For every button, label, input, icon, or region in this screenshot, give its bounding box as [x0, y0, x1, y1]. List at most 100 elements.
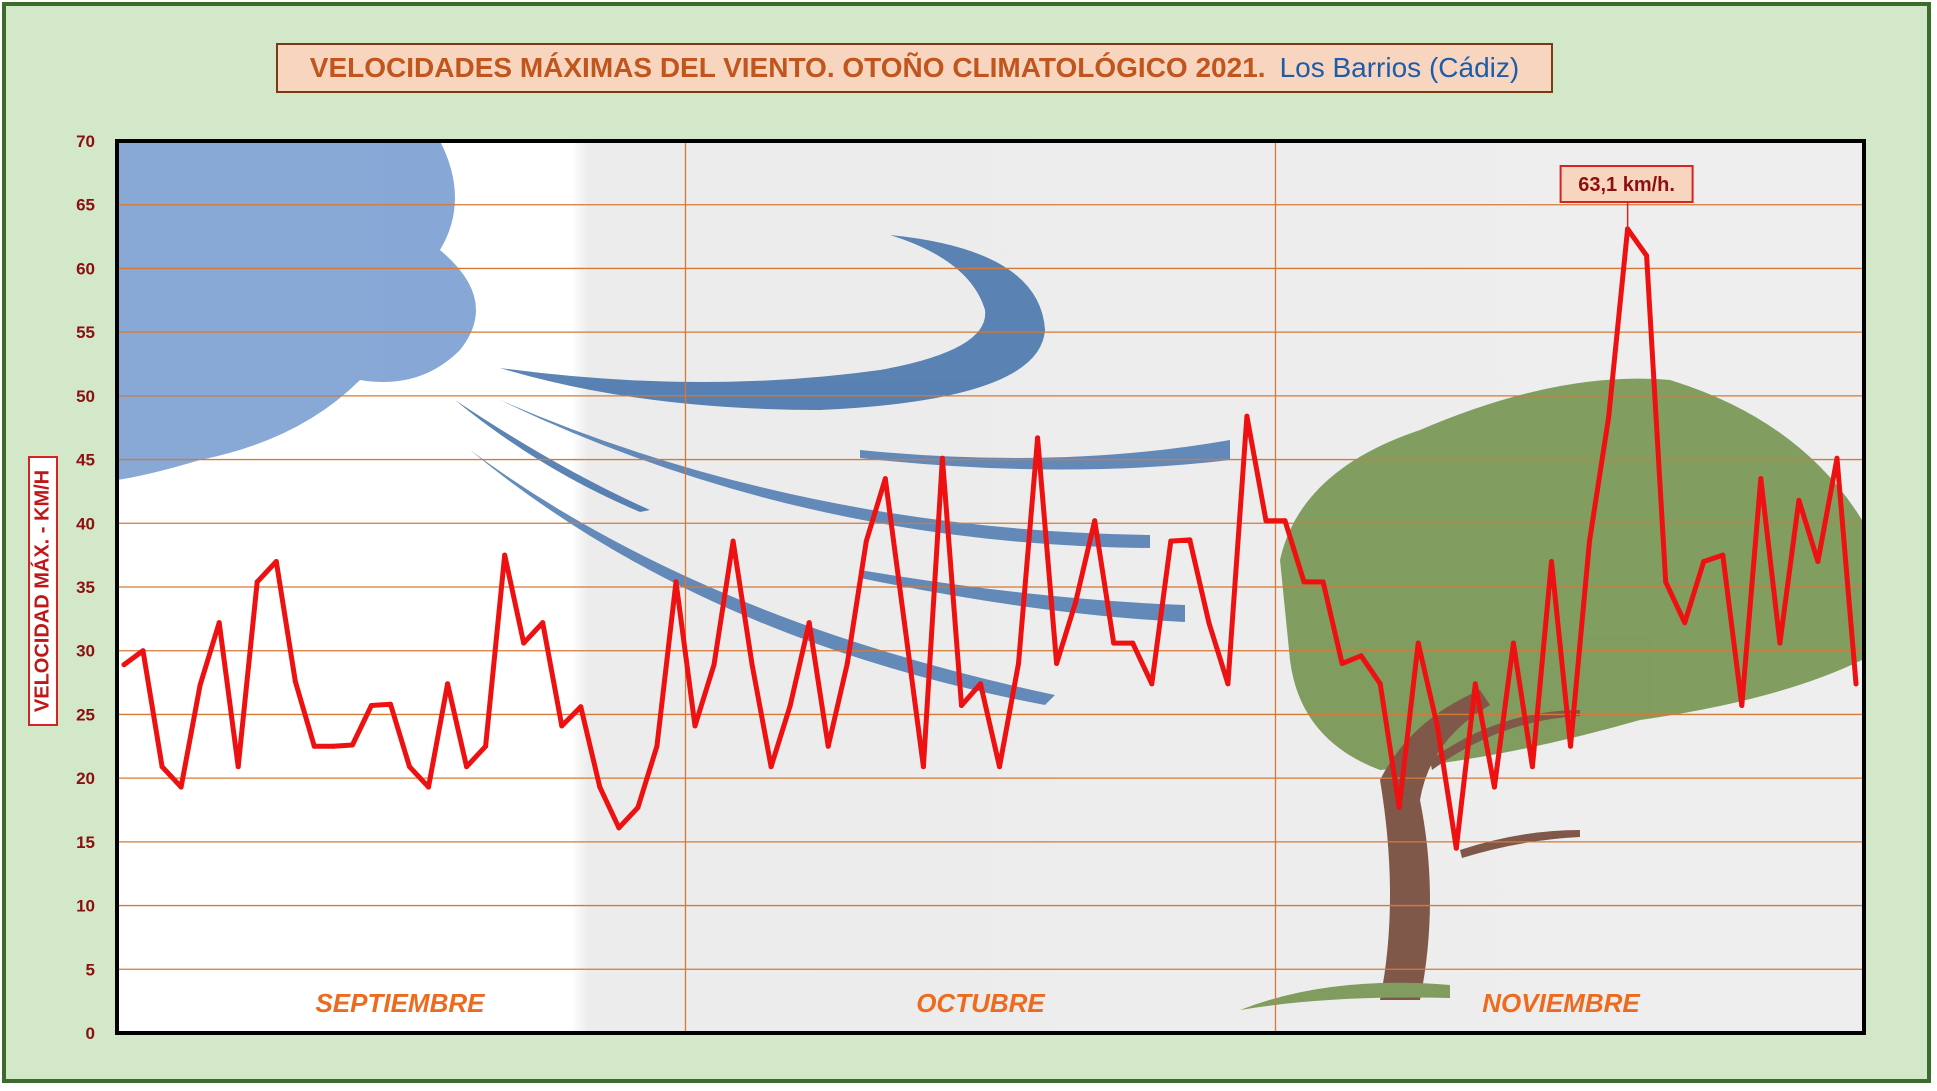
y-tick-label: 10: [76, 897, 95, 916]
data-point: [1282, 518, 1288, 524]
data-point: [1263, 518, 1269, 524]
data-point: [1339, 660, 1345, 666]
y-tick-label: 65: [76, 196, 95, 215]
y-axis-label-box: [28, 456, 58, 726]
gridlines: [117, 141, 1864, 1033]
data-point: [1834, 455, 1840, 461]
y-tick-label: 50: [76, 387, 95, 406]
y-tick-label: 55: [76, 323, 95, 342]
y-tick-label: 20: [76, 769, 95, 788]
data-point: [1491, 784, 1497, 790]
data-point: [521, 640, 527, 646]
data-point: [749, 662, 755, 668]
data-point: [730, 538, 736, 544]
data-point: [1853, 681, 1859, 687]
data-point: [1187, 537, 1193, 543]
data-point: [901, 620, 907, 626]
data-point: [483, 743, 489, 749]
data-point: [1739, 703, 1745, 709]
data-point: [1415, 640, 1421, 646]
data-point: [1035, 435, 1041, 441]
y-tick-label: 0: [86, 1024, 95, 1043]
data-point: [140, 648, 146, 654]
data-point: [673, 579, 679, 585]
month-labels: SEPTIEMBRE OCTUBRE NOVIEMBRE: [315, 988, 1640, 1018]
plot-border: [115, 139, 1866, 1035]
data-point: [920, 764, 926, 770]
data-point: [464, 764, 470, 770]
data-point: [1663, 579, 1669, 585]
data-point: [863, 538, 869, 544]
data-point: [806, 620, 812, 626]
y-axis-label: VELOCIDAD MÁX. - KM/H: [31, 469, 54, 713]
chart-title: VELOCIDADES MÁXIMAS DEL VIENTO. OTOÑO CL…: [309, 52, 1266, 83]
data-point: [1377, 681, 1383, 687]
y-tick-label: 30: [76, 642, 95, 661]
data-point: [292, 678, 298, 684]
data-point: [254, 579, 260, 585]
data-point: [559, 723, 565, 729]
data-point: [958, 703, 964, 709]
data-point: [1758, 476, 1764, 482]
data-point: [844, 660, 850, 666]
data-point: [692, 723, 698, 729]
month-label: NOVIEMBRE: [1482, 988, 1640, 1018]
data-point: [1644, 253, 1650, 259]
data-point: [1434, 723, 1440, 729]
data-point: [1320, 579, 1326, 585]
data-point: [1111, 640, 1117, 646]
data-point: [1244, 413, 1250, 419]
data-point: [502, 552, 508, 558]
tree-branch: [1460, 830, 1580, 858]
data-point: [1701, 559, 1707, 565]
data-point: [1054, 660, 1060, 666]
annotation-text: 63,1 km/h.: [1578, 174, 1675, 196]
data-point: [197, 682, 203, 688]
data-point: [349, 742, 355, 748]
y-tick-label: 25: [76, 705, 95, 724]
wind-gust-arc: [500, 235, 1045, 410]
y-tick-label: 15: [76, 833, 95, 852]
data-point: [977, 681, 983, 687]
data-point: [768, 764, 774, 770]
data-point: [1682, 620, 1688, 626]
data-point: [825, 743, 831, 749]
y-tick-label: 45: [76, 451, 95, 470]
data-point: [540, 620, 546, 626]
y-tick-label: 40: [76, 514, 95, 533]
data-point: [387, 701, 393, 707]
data-point: [939, 455, 945, 461]
data-point: [121, 662, 127, 668]
data-point: [368, 703, 374, 709]
chart-subtitle: Los Barrios (Cádiz): [1279, 52, 1520, 83]
y-tick-label: 5: [86, 960, 95, 979]
data-point: [426, 784, 432, 790]
data-point: [1358, 653, 1364, 659]
data-point: [597, 784, 603, 790]
y-axis-ticks: 0 5 10 15 20 25 30 35 40 45 50 55 60 65 70: [76, 132, 95, 1043]
grass-patch: [1240, 982, 1450, 1010]
data-point: [1777, 640, 1783, 646]
data-point: [273, 559, 279, 565]
data-point: [1092, 518, 1098, 524]
chart-title-box: VELOCIDADES MÁXIMAS DEL VIENTO. OTOÑO CL…: [276, 43, 1553, 93]
data-point: [1606, 415, 1612, 421]
data-point: [330, 743, 336, 749]
data-point: [1301, 579, 1307, 585]
month-label: OCTUBRE: [916, 988, 1045, 1018]
data-point: [711, 662, 717, 668]
data-point: [159, 764, 165, 770]
data-point: [635, 804, 641, 810]
series-layer: [121, 226, 1859, 851]
data-point: [1396, 804, 1402, 810]
y-tick-label: 60: [76, 259, 95, 278]
wind-streak-3: [500, 400, 1150, 548]
annotation-box: [1559, 165, 1694, 203]
data-point: [1587, 538, 1593, 544]
data-point: [997, 764, 1003, 770]
data-point: [787, 703, 793, 709]
data-point: [1073, 599, 1079, 605]
data-point: [1168, 538, 1174, 544]
data-point: [178, 784, 184, 790]
